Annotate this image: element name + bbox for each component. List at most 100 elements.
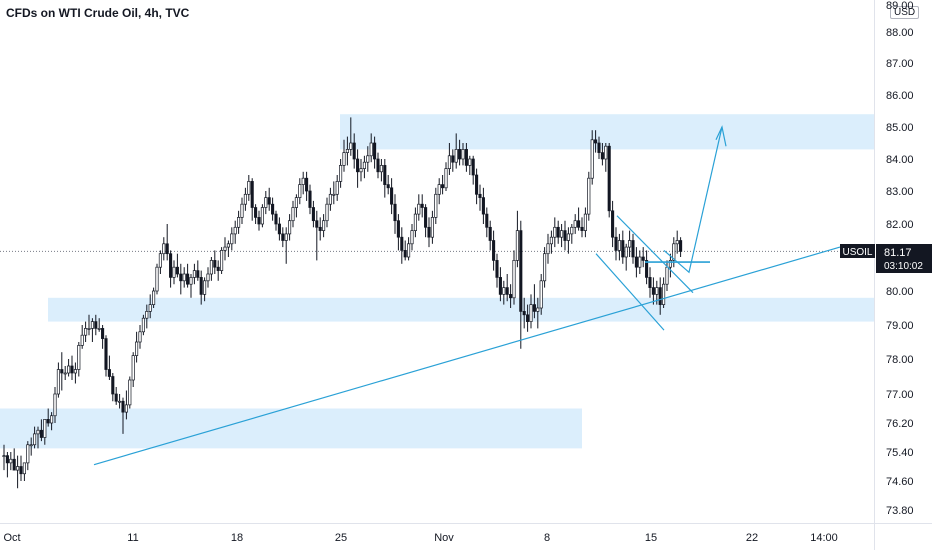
candle-body	[233, 226, 237, 235]
candle-body	[536, 307, 540, 312]
price-label: USOIL 81.17 03:10:02	[840, 244, 932, 273]
supply-demand-zone[interactable]	[340, 114, 875, 150]
candle-body	[546, 243, 550, 255]
candle-body	[294, 197, 298, 208]
candle-body	[277, 223, 281, 235]
candle-body	[179, 273, 183, 282]
candle-body	[332, 193, 336, 196]
candle-body	[478, 193, 482, 198]
candle-body	[199, 277, 203, 295]
y-tick-label: 82.00	[886, 219, 914, 231]
wedge-upper-line[interactable]	[616, 215, 694, 294]
candle-body	[114, 393, 118, 402]
candle-body	[189, 277, 193, 285]
x-tick-label: Nov	[434, 532, 454, 544]
candle-body	[22, 462, 26, 475]
candle-body	[485, 213, 489, 228]
supply-demand-zone[interactable]	[48, 297, 875, 322]
candle-body	[444, 168, 448, 189]
drawings-layer[interactable]	[93, 125, 841, 466]
candle-body	[345, 149, 349, 153]
candle-body	[196, 270, 200, 278]
candle-body	[267, 197, 271, 205]
candle-body	[165, 243, 169, 255]
candle-body	[50, 415, 54, 424]
candle-body	[175, 266, 179, 275]
y-tick-label: 87.00	[886, 58, 914, 70]
y-tick-label: 77.00	[886, 389, 914, 401]
candle-body	[155, 266, 159, 292]
candle-body	[417, 203, 421, 215]
candle-body	[492, 240, 496, 261]
candle-body	[260, 207, 264, 225]
candle-body	[67, 365, 71, 374]
candles-layer	[2, 117, 683, 489]
y-tick-label: 76.20	[886, 418, 914, 430]
candle-body	[322, 220, 326, 231]
candle-body	[655, 287, 659, 295]
candle-body	[658, 287, 662, 305]
y-tick-label: 85.00	[886, 122, 914, 134]
candle-body	[624, 246, 628, 258]
candle-body	[53, 393, 57, 417]
candle-body	[481, 197, 485, 215]
candle-body	[356, 158, 360, 173]
currency-badge[interactable]: USD	[890, 6, 920, 19]
candle-body	[111, 376, 115, 395]
candle-body	[254, 207, 258, 218]
candle-body	[403, 250, 407, 258]
candle-body	[339, 165, 343, 182]
candle-body	[407, 243, 411, 258]
candle-body	[118, 400, 122, 403]
candle-body	[566, 233, 570, 241]
candle-body	[437, 184, 441, 195]
candle-body	[148, 304, 152, 312]
candle-body	[563, 230, 567, 241]
y-tick-label: 75.40	[886, 447, 914, 459]
candle-body	[87, 328, 91, 330]
y-tick-label: 79.00	[886, 320, 914, 332]
candle-body	[512, 260, 516, 299]
candle-body	[158, 253, 162, 268]
candle-body	[549, 236, 553, 245]
wedge-lower-line[interactable]	[595, 253, 665, 331]
candle-body	[107, 369, 111, 377]
candle-body	[213, 260, 217, 268]
candle-body	[26, 444, 30, 464]
candle-body	[369, 142, 373, 157]
candle-body	[342, 152, 346, 166]
candle-body	[33, 433, 37, 446]
candle-body	[152, 290, 156, 305]
candle-body	[9, 458, 13, 464]
candle-body	[186, 273, 190, 285]
candle-body	[46, 419, 50, 424]
candle-body	[461, 149, 465, 160]
candle-body	[441, 184, 445, 189]
candle-body	[29, 444, 33, 447]
candle-body	[63, 372, 67, 375]
candle-body	[366, 155, 370, 163]
price-tag-bg	[876, 244, 932, 273]
projected-path[interactable]	[663, 126, 723, 274]
candle-body	[274, 213, 278, 225]
candle-body	[203, 280, 207, 295]
candle-body	[413, 213, 417, 231]
candle-body	[311, 207, 315, 222]
candle-body	[70, 365, 74, 374]
x-tick-label: 22	[746, 532, 758, 544]
candle-body	[668, 260, 672, 268]
candle-body	[135, 341, 139, 356]
candle-body	[475, 174, 479, 195]
candle-body	[583, 213, 587, 231]
candle-body	[379, 165, 383, 173]
ascending-trendline[interactable]	[93, 246, 841, 466]
candle-body	[94, 321, 98, 329]
supply-demand-zone[interactable]	[0, 408, 582, 449]
candle-body	[519, 230, 523, 312]
price-tag-value: 81.17	[884, 247, 912, 259]
candle-body	[328, 193, 332, 205]
candle-body	[247, 181, 251, 195]
candle-body	[301, 177, 305, 185]
candle-body	[250, 181, 254, 208]
